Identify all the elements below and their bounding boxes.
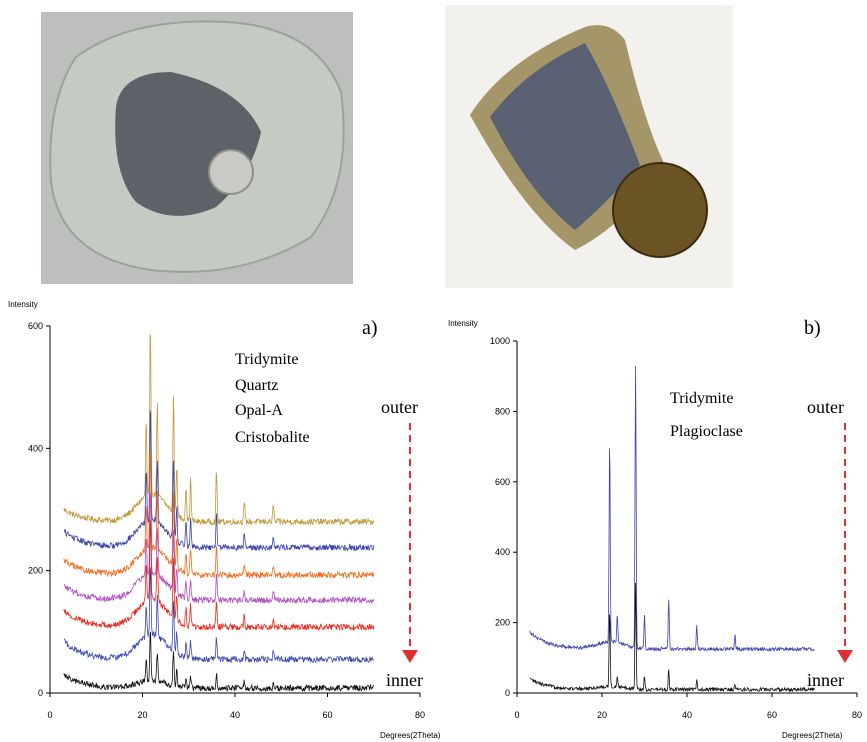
chart-a-series-line: [63, 333, 375, 527]
chart-a-legend-cristobalite: Cristobalite: [235, 429, 310, 446]
chart-a-legend-quartz: Quartz: [235, 377, 279, 394]
chart-b-xtick-label: 80: [852, 710, 862, 720]
chart-b-xtick-label: 60: [767, 710, 777, 720]
chart-a-xtick-label: 80: [415, 710, 425, 720]
chart-b-ytick-label: 0: [505, 688, 510, 698]
chart-b-series-line: [529, 366, 815, 653]
chart-a: Intensity Degrees(2Theta) a) Tridymite Q…: [8, 300, 441, 740]
chart-a-legend-opal-a: Opal-A: [235, 402, 283, 419]
rock-photo-a: [41, 12, 353, 284]
chart-b-panel-label: b): [804, 317, 821, 339]
chart-b-outer-label: outer: [807, 397, 844, 417]
chart-b-legend-tridymite: Tridymite: [670, 390, 733, 407]
chart-a-series-line: [63, 567, 375, 664]
chart-a-xtick-label: 20: [137, 710, 147, 720]
chart-b-ytick-label: 200: [495, 618, 510, 628]
chart-b-series-line: [529, 582, 815, 693]
chart-a-ytick-label: 400: [28, 443, 43, 453]
chart-b-ytick-label: 800: [495, 406, 510, 416]
chart-a-ytick-label: 0: [38, 688, 43, 698]
chart-a-ytick-label: 200: [28, 566, 43, 576]
chart-a-plot-area: 0 200 400 600 0 20 40 60 80: [28, 321, 425, 720]
rock-photo-b: [445, 5, 733, 288]
chart-b-ytick-label: 1000: [490, 336, 510, 346]
chart-b-legend-plagioclase: Plagioclase: [670, 423, 743, 440]
chart-a-series-line: [63, 410, 375, 552]
chart-a-series-line: [63, 450, 375, 580]
chart-b-ytick-label: 600: [495, 477, 510, 487]
chart-a-outer-label: outer: [381, 397, 418, 417]
chart-b-ytick-label: 400: [495, 547, 510, 557]
chart-b-xlabel: Degrees(2Theta): [782, 731, 843, 740]
chart-a-ylabel: Intensity: [8, 300, 38, 309]
chart-a-xtick-label: 0: [47, 710, 52, 720]
chart-b: Intensity Degrees(2Theta) b) Tridymite P…: [448, 317, 862, 740]
chart-a-legend-tridymite: Tridymite: [235, 351, 298, 368]
chart-a-series-line: [63, 520, 375, 632]
chart-b-ylabel: Intensity: [448, 319, 478, 328]
chart-b-xtick-label: 20: [597, 710, 607, 720]
chart-a-inner-label: inner: [386, 670, 423, 690]
chart-b-plot-area: 0 200 400 600 800 1000 0 20 40 60 80: [490, 336, 862, 720]
chart-b-inner-label: inner: [807, 670, 844, 690]
chart-a-series-line: [63, 631, 375, 693]
chart-a-xlabel: Degrees(2Theta): [380, 731, 441, 740]
chart-a-xtick-label: 40: [230, 710, 240, 720]
chart-a-ytick-label: 600: [28, 321, 43, 331]
chart-a-series-line: [63, 492, 375, 605]
chart-b-direction-arrow-head: [837, 650, 853, 663]
chart-b-xtick-label: 0: [514, 710, 519, 720]
chart-b-xtick-label: 40: [682, 710, 692, 720]
chart-a-direction-arrow-head: [402, 650, 418, 663]
chart-a-xtick-label: 60: [322, 710, 332, 720]
chart-a-panel-label: a): [362, 317, 378, 339]
